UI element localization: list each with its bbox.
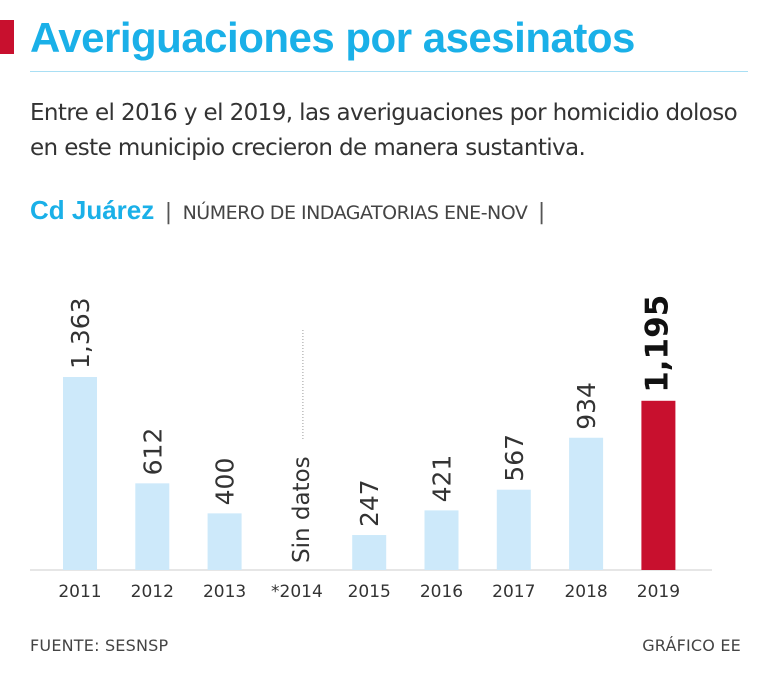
x-tick-label: 2012 bbox=[131, 582, 174, 602]
data-label: 567 bbox=[500, 434, 529, 482]
title-accent-bar bbox=[0, 20, 14, 54]
source-note: FUENTE: SESNSP bbox=[30, 636, 169, 655]
separator-trailing: | bbox=[537, 200, 546, 225]
location-label: Cd Juárez bbox=[30, 195, 155, 225]
bar bbox=[569, 437, 604, 570]
data-label: 934 bbox=[572, 382, 601, 430]
graphic-credit: GRÁFICO EE bbox=[642, 636, 741, 655]
no-data-label: Sin datos bbox=[289, 456, 315, 563]
bar bbox=[207, 513, 242, 570]
separator: | bbox=[164, 200, 173, 225]
x-tick-label: *2014 bbox=[271, 582, 323, 602]
chart-subtitle: Entre el 2016 y el 2019, las averiguacio… bbox=[30, 100, 738, 161]
data-label: 421 bbox=[428, 455, 457, 503]
data-label: 247 bbox=[355, 479, 384, 527]
bar-highlight bbox=[641, 400, 676, 570]
data-label: 1,195 bbox=[639, 295, 675, 393]
x-tick-label: 2013 bbox=[203, 582, 246, 602]
x-tick-label: 2017 bbox=[492, 582, 535, 602]
title-divider bbox=[30, 71, 748, 72]
x-tick-label: 2018 bbox=[564, 582, 607, 602]
bar bbox=[496, 489, 531, 570]
x-tick-label: 2019 bbox=[637, 582, 680, 602]
bar bbox=[63, 377, 97, 570]
bar bbox=[135, 483, 170, 570]
x-tick-label: 2011 bbox=[58, 582, 101, 602]
x-tick-label: 2016 bbox=[420, 582, 463, 602]
data-label: 612 bbox=[138, 428, 167, 476]
data-label: 1,363 bbox=[66, 297, 95, 369]
bar bbox=[352, 535, 387, 570]
metric-label: NÚMERO DE INDAGATORIAS ENE-NOV bbox=[182, 202, 528, 224]
x-tick-label: 2015 bbox=[348, 582, 391, 602]
data-label: 400 bbox=[211, 458, 240, 506]
chart-context-line: Cd Juárez | NÚMERO DE INDAGATORIAS ENE-N… bbox=[30, 195, 551, 230]
chart-title: Averiguaciones por asesinatos bbox=[30, 14, 635, 61]
bar bbox=[424, 510, 459, 570]
